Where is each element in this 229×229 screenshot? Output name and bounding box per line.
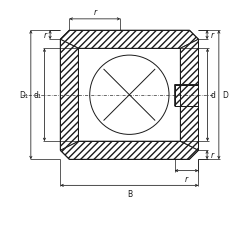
Text: r: r <box>184 174 187 183</box>
Text: r: r <box>93 8 96 17</box>
Text: d₁: d₁ <box>33 91 41 100</box>
Text: r: r <box>210 31 213 40</box>
Text: D: D <box>221 91 227 100</box>
Text: r: r <box>43 31 46 40</box>
Text: D₁: D₁ <box>19 91 28 100</box>
Polygon shape <box>174 40 198 151</box>
Polygon shape <box>174 85 198 107</box>
Polygon shape <box>60 31 198 49</box>
Text: d: d <box>210 91 214 100</box>
Text: r: r <box>210 151 213 160</box>
Text: B: B <box>126 189 131 198</box>
Polygon shape <box>60 142 198 160</box>
Polygon shape <box>60 40 78 151</box>
